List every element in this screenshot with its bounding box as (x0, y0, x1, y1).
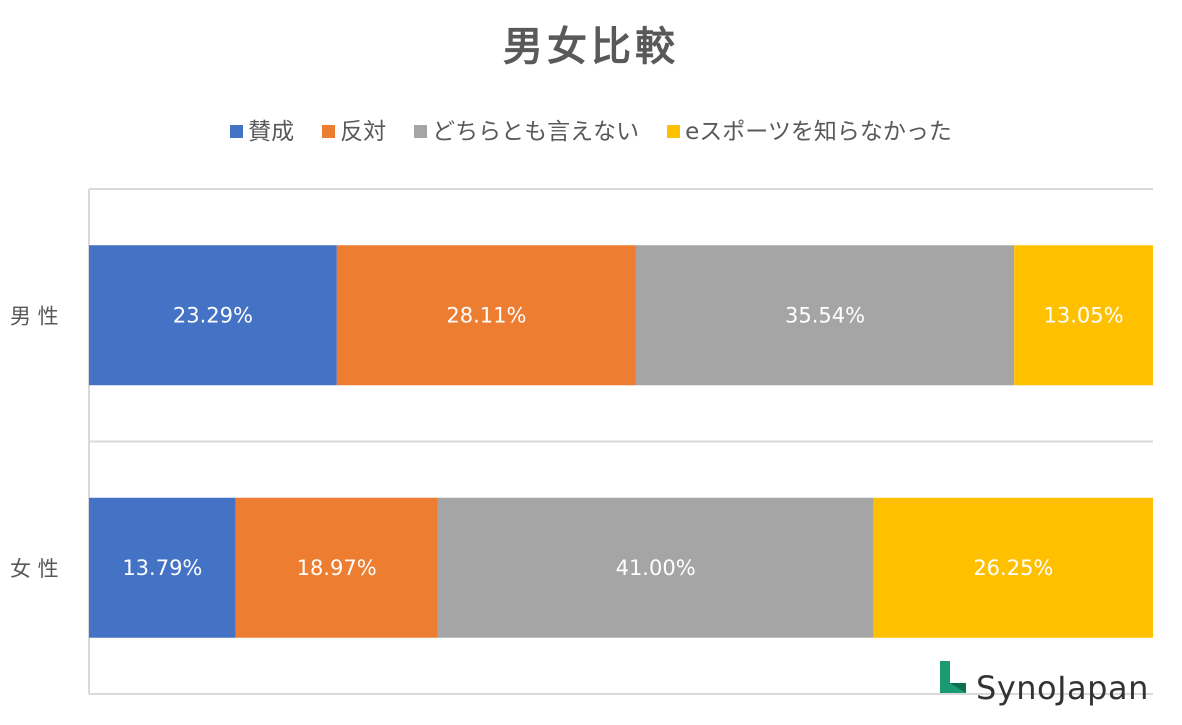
legend-item: 反対 (322, 112, 386, 146)
category-label: 女 性 (10, 557, 59, 581)
legend-swatch (322, 125, 336, 138)
legend-swatch (667, 125, 681, 138)
bar-segment (89, 497, 236, 638)
data-label: 35.54% (785, 303, 865, 327)
data-label: 23.29% (173, 303, 253, 327)
bar-segment (873, 497, 1153, 638)
data-label: 18.97% (297, 556, 377, 580)
chart-title: 男女比較 (503, 24, 679, 70)
category-label: 男 性 (10, 304, 59, 328)
legend-item: 賛成 (230, 112, 294, 146)
data-label: 41.00% (616, 556, 696, 580)
bar-segment (235, 497, 438, 638)
logo-mark-icon (940, 661, 966, 693)
legend-swatch (414, 125, 428, 138)
legend-label: どちらとも言えない (432, 119, 640, 145)
data-label: 13.79% (122, 556, 202, 580)
data-label: 28.11% (446, 303, 526, 327)
legend-label: 反対 (340, 119, 387, 145)
data-label: 13.05% (1044, 303, 1124, 327)
legend: 賛成 反対 どちらとも言えない eスポーツを知らなかった (0, 112, 1182, 146)
legend-item: eスポーツを知らなかった (667, 112, 952, 146)
bar-segment (1014, 245, 1153, 386)
legend-label: 賛成 (248, 119, 295, 145)
legend-item: どちらとも言えない (414, 112, 639, 146)
legend-label: eスポーツを知らなかった (685, 119, 952, 145)
logo-text: SynoJapan (976, 669, 1149, 707)
bar-segment (635, 245, 1015, 386)
bar-segment (336, 245, 636, 386)
data-label: 26.25% (973, 556, 1053, 580)
bar-segment (89, 245, 337, 386)
legend-swatch (230, 125, 244, 138)
bar-segment (437, 497, 874, 638)
synojapan-logo: SynoJapan (936, 655, 1156, 715)
